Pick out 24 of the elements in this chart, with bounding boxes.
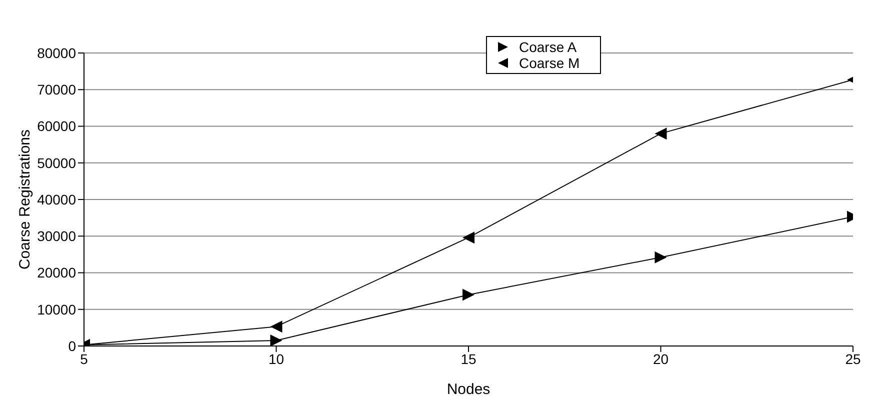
y-tick-label: 60000 bbox=[37, 118, 76, 134]
y-tick-label: 50000 bbox=[37, 154, 76, 171]
x-tick-label: 15 bbox=[460, 350, 476, 367]
x-tick-label: 20 bbox=[652, 350, 669, 367]
x-tick-label: 10 bbox=[268, 350, 284, 367]
point bbox=[270, 334, 282, 346]
y-tick-label: 40000 bbox=[37, 191, 76, 208]
y-tick-label: 0 bbox=[68, 338, 76, 354]
point bbox=[462, 232, 474, 244]
x-tick-label: 5 bbox=[80, 350, 88, 367]
y-tick-label: 20000 bbox=[37, 264, 76, 281]
y-tick-label: 10000 bbox=[37, 301, 76, 318]
y-axis-title: Coarse Registrations bbox=[16, 129, 34, 270]
legend-label: Coarse A bbox=[519, 39, 577, 55]
point bbox=[654, 128, 667, 140]
point bbox=[270, 320, 282, 333]
y-tick-label: 80000 bbox=[37, 44, 76, 61]
legend-label: Coarse M bbox=[519, 55, 580, 71]
y-tick-label: 30000 bbox=[37, 228, 76, 244]
x-axis-title: Nodes bbox=[446, 381, 490, 398]
point bbox=[462, 288, 474, 301]
x-tick-label: 25 bbox=[845, 350, 861, 367]
point bbox=[654, 251, 667, 264]
y-tick-label: 70000 bbox=[37, 82, 76, 98]
